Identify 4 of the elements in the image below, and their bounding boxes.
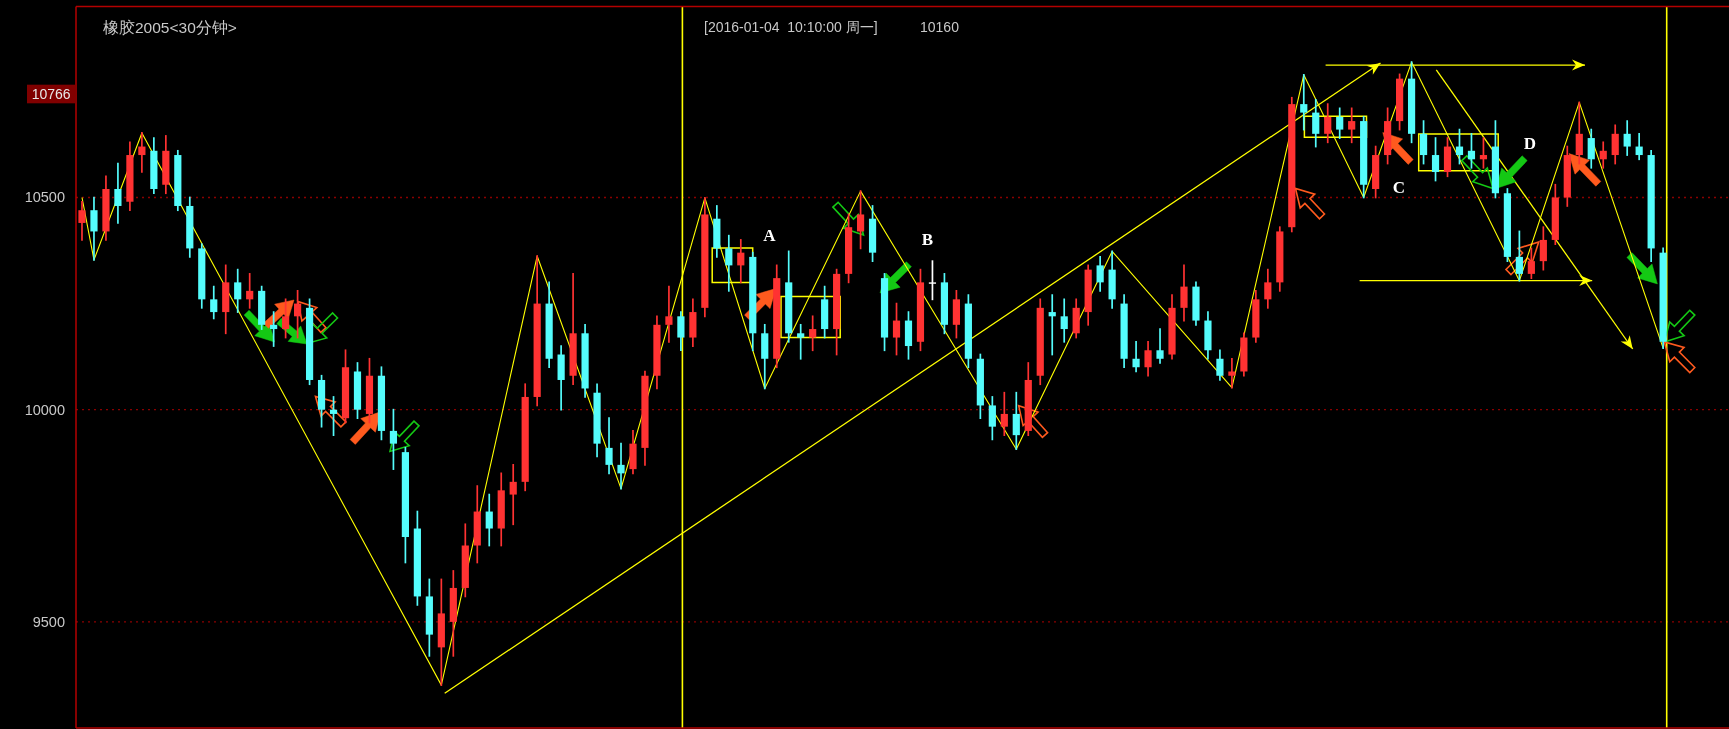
y-tick-label: 10000	[24, 401, 65, 418]
y-tick-label: 9500	[32, 613, 65, 630]
title: 橡胶2005<30分钟>	[103, 18, 237, 36]
y-tick-label: 10500	[24, 189, 65, 206]
